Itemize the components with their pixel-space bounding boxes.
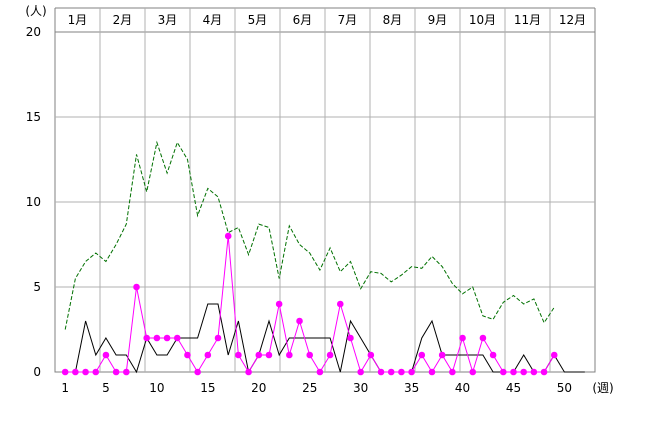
- series-marker-point: [184, 351, 191, 359]
- series-marker-point: [163, 334, 171, 342]
- x-tick-label: 45: [506, 381, 521, 395]
- series-marker-point: [428, 368, 436, 376]
- series-marker-point: [194, 368, 201, 376]
- x-tick-label: 1: [61, 381, 69, 395]
- series-marker-point: [306, 351, 314, 359]
- x-axis-unit-label: (週): [592, 381, 613, 395]
- series-marker-point: [61, 368, 69, 376]
- label-layer: (人) (週) 1月 2月 3月 4月 5月 6月 7月 8月 9月 10月 11月 12月 0 5 10 1…: [25, 4, 613, 395]
- x-tick-label: 40: [455, 381, 470, 395]
- x-tick-label: 50: [557, 381, 572, 395]
- x-tick-label: 35: [404, 381, 419, 395]
- series-marker-point: [418, 351, 426, 359]
- x-tick-label: 15: [200, 381, 215, 395]
- series-marker-point: [530, 368, 538, 376]
- month-label: 5月: [248, 13, 268, 27]
- series-marker-point: [398, 368, 405, 376]
- month-label: 3月: [158, 13, 178, 27]
- y-tick-label: 0: [33, 365, 41, 379]
- series-marker-point: [347, 334, 354, 342]
- series-marker-point: [489, 351, 497, 359]
- month-label: 12月: [559, 13, 586, 27]
- month-label: 4月: [203, 13, 223, 27]
- series-marker-point: [500, 368, 507, 376]
- month-label: 7月: [338, 13, 358, 27]
- series-marker-point: [296, 317, 303, 325]
- y-tick-label: 20: [26, 25, 41, 39]
- series-marker-point: [72, 368, 79, 376]
- series-marker-point: [510, 368, 517, 376]
- series-marker-point: [479, 334, 487, 342]
- series-marker-point: [245, 368, 252, 376]
- series-marker-point: [255, 351, 263, 359]
- series-marker-point: [153, 334, 161, 342]
- series-marker-point: [92, 368, 100, 376]
- series-line-markers: [65, 235, 555, 374]
- y-axis-unit-label: (人): [25, 4, 46, 18]
- series-marker-point: [275, 300, 283, 308]
- x-tick-label: 25: [302, 381, 317, 395]
- series-marker-point: [204, 351, 212, 359]
- series-marker-point: [143, 334, 150, 342]
- series-marker-point: [469, 368, 477, 376]
- month-label: 1月: [68, 13, 88, 27]
- series-marker-point: [123, 368, 130, 376]
- series-marker-point: [112, 368, 120, 376]
- series-marker-point: [449, 368, 456, 376]
- series-marker-point: [316, 368, 324, 376]
- series-marker-point: [550, 351, 558, 359]
- series-line-solid: [65, 303, 585, 374]
- month-label: 9月: [428, 13, 448, 27]
- series-marker-point: [367, 351, 375, 359]
- series-marker-point: [520, 368, 527, 376]
- series-marker-point: [408, 368, 415, 376]
- series-marker-point: [336, 300, 344, 308]
- series-marker-point: [459, 334, 466, 342]
- series-marker-point: [265, 351, 273, 359]
- series-marker-point: [326, 351, 334, 359]
- x-tick-label: 30: [353, 381, 368, 395]
- series-marker-point: [286, 351, 293, 359]
- x-tick-label: 10: [149, 381, 164, 395]
- month-label: 6月: [293, 13, 313, 27]
- series-marker-point: [235, 351, 242, 359]
- series-marker-point: [173, 334, 181, 342]
- grid-layer: [54, 7, 596, 373]
- series-marker-point: [224, 232, 232, 240]
- series-marker-point: [387, 368, 395, 376]
- series-line-dashed: [64, 140, 555, 330]
- series-marker-point: [82, 368, 89, 376]
- y-tick-label: 15: [26, 110, 41, 124]
- series-marker-point: [214, 334, 222, 342]
- y-tick-label: 10: [26, 195, 41, 209]
- x-tick-label: 5: [102, 381, 110, 395]
- series-marker-point: [377, 368, 385, 376]
- month-label: 11月: [514, 13, 541, 27]
- month-label: 8月: [383, 13, 403, 27]
- month-label: 10月: [469, 13, 496, 27]
- month-label: 2月: [113, 13, 133, 27]
- series-marker-point: [540, 368, 548, 376]
- series-marker-point: [102, 351, 110, 359]
- series-layer: [61, 140, 585, 376]
- series-marker-point: [438, 351, 446, 359]
- y-tick-label: 5: [33, 280, 41, 294]
- series-marker-point: [133, 283, 140, 291]
- x-tick-label: 20: [251, 381, 266, 395]
- series-marker-point: [357, 368, 364, 376]
